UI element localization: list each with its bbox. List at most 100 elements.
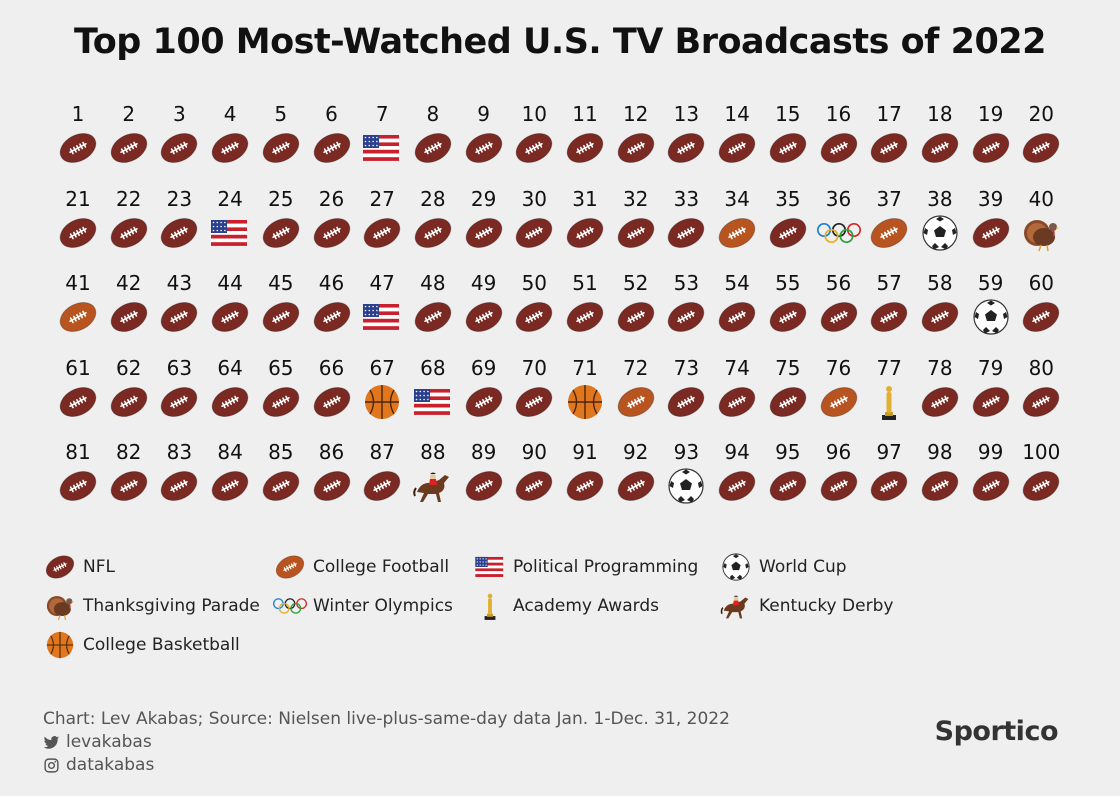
legend-item-academy-awards: Academy Awards [473, 589, 659, 623]
broadcast-cell: 28 [408, 187, 458, 253]
basketball-icon [365, 384, 400, 419]
broadcast-cell: 64 [205, 356, 255, 422]
sportico-logo: Sportico [934, 716, 1059, 747]
rank-label: 81 [65, 440, 91, 464]
rank-label: 43 [166, 271, 193, 295]
us-flag-icon [363, 135, 400, 161]
nfl-football-icon [313, 301, 350, 333]
nfl-football-icon [617, 470, 655, 502]
legend-item-olympics: Winter Olympics [273, 589, 453, 623]
nfl-football-icon [161, 470, 198, 502]
rank-label: 85 [268, 440, 294, 464]
broadcast-cell: 55 [763, 271, 813, 337]
legend-label: NFL [83, 557, 115, 577]
rank-label: 48 [420, 271, 446, 295]
broadcast-cell: 26 [307, 187, 357, 253]
broadcast-cell: 84 [205, 440, 255, 506]
broadcast-cell: 11 [560, 102, 610, 168]
broadcast-cell: 99 [966, 440, 1016, 506]
broadcast-cell: 17 [864, 102, 914, 168]
nfl-football-icon [1022, 301, 1060, 333]
us-flag-icon [363, 304, 400, 330]
rank-label: 91 [572, 440, 598, 464]
rank-label: 53 [673, 271, 700, 295]
nfl-football-icon [465, 301, 502, 333]
nfl-football-icon [262, 386, 300, 417]
rank-label: 14 [724, 102, 750, 126]
nfl-football-icon [617, 217, 655, 248]
broadcast-cell: 52 [611, 271, 661, 337]
broadcast-cell: 62 [104, 356, 154, 422]
nfl-football-icon [59, 132, 97, 164]
soccer-ball-icon [722, 553, 750, 581]
nfl-football-icon [972, 132, 1009, 164]
rank-label: 61 [65, 355, 91, 380]
nfl-football-icon [820, 132, 857, 164]
broadcast-cell: 78 [915, 356, 965, 422]
nfl-football-icon [59, 386, 97, 417]
legend-item-kentucky-derby: Kentucky Derby [719, 589, 893, 623]
rank-label: 7 [375, 102, 389, 126]
nfl-football-icon [110, 470, 148, 502]
legend-item-nfl: NFL [43, 550, 115, 584]
nfl-football-icon [972, 470, 1009, 502]
broadcast-cell: 37 [864, 187, 914, 253]
rank-label: 69 [470, 355, 497, 380]
rank-label: 37 [876, 186, 902, 211]
rank-label: 44 [217, 271, 243, 295]
nfl-football-icon [110, 301, 148, 333]
nfl-football-icon [262, 132, 300, 164]
broadcast-cell: 33 [661, 187, 711, 253]
broadcast-cell: 47 [357, 271, 407, 337]
rank-label: 92 [622, 440, 649, 464]
broadcast-cell: 72 [611, 356, 661, 422]
broadcast-cell: 56 [814, 271, 864, 337]
broadcast-cell: 89 [459, 440, 509, 506]
nfl-football-icon [668, 301, 705, 333]
rank-label: 24 [217, 186, 243, 211]
legend-item-political: Political Programming [473, 550, 698, 584]
rank-label: 66 [318, 355, 345, 380]
broadcast-cell: 51 [560, 271, 610, 337]
rank-label: 47 [369, 271, 395, 295]
broadcast-cell: 75 [763, 356, 813, 422]
rank-label: 59 [977, 271, 1004, 295]
rank-label: 10 [521, 102, 548, 126]
rank-label: 54 [724, 271, 750, 295]
rank-label: 68 [420, 355, 446, 380]
broadcast-cell: 21 [53, 187, 103, 253]
rank-label: 13 [673, 102, 700, 126]
broadcast-cell: 57 [864, 271, 914, 337]
broadcast-cell: 5 [256, 102, 306, 168]
rank-label: 67 [369, 355, 395, 380]
broadcast-cell: 18 [915, 102, 965, 168]
broadcast-cell: 22 [104, 187, 154, 253]
broadcast-cell: 6 [307, 102, 357, 168]
broadcast-cell: 63 [154, 356, 204, 422]
broadcast-cell: 73 [661, 356, 711, 422]
olympic-rings-icon [816, 222, 861, 243]
legend-item-thanksgiving: Thanksgiving Parade [43, 589, 260, 623]
broadcast-cell: 94 [712, 440, 762, 506]
rank-label: 27 [369, 186, 395, 211]
broadcast-cell: 9 [459, 102, 509, 168]
broadcast-cell: 3 [154, 102, 204, 168]
rank-label: 51 [572, 271, 598, 295]
basketball-icon [568, 384, 602, 419]
broadcast-cell: 35 [763, 187, 813, 253]
broadcast-cell: 32 [611, 187, 661, 253]
broadcast-cell: 42 [104, 271, 154, 337]
nfl-football-icon [769, 470, 807, 502]
legend-label: Winter Olympics [313, 596, 453, 616]
nfl-football-icon [566, 132, 604, 164]
nfl-football-icon [1022, 132, 1060, 164]
broadcast-cell: 31 [560, 187, 610, 253]
nfl-football-icon [566, 301, 604, 333]
rank-label: 18 [927, 102, 953, 126]
horse-racing-icon [720, 595, 749, 619]
rank-label: 6 [325, 102, 338, 126]
legend-label: Political Programming [513, 557, 699, 577]
rank-label: 46 [318, 271, 345, 295]
rank-label: 3 [173, 102, 186, 126]
broadcast-cell: 100 [1016, 440, 1066, 506]
